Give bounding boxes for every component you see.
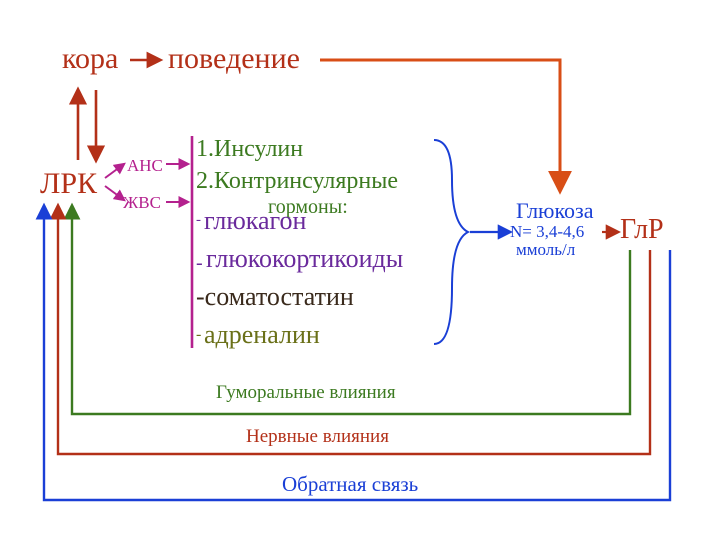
diagram-arrows	[0, 0, 720, 540]
